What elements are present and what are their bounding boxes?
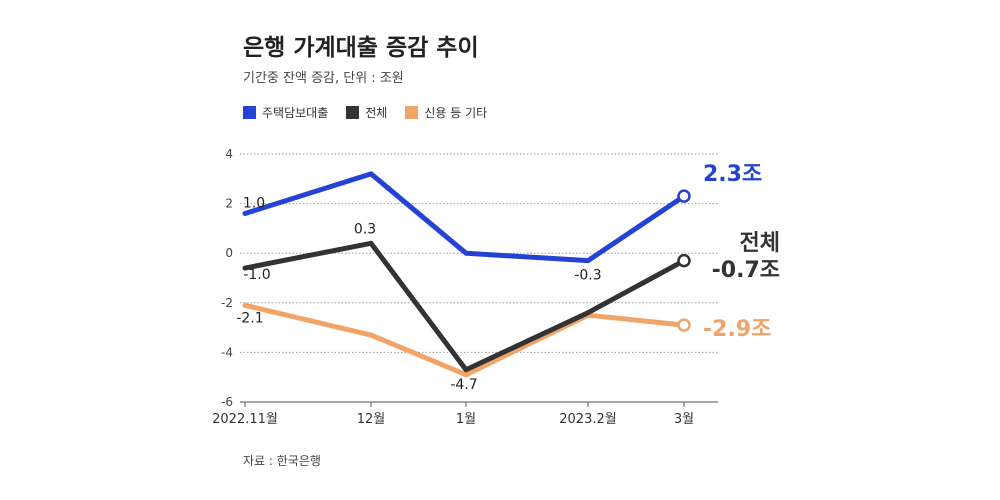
series-line (242, 240, 687, 373)
legend-swatch-credit (405, 106, 419, 119)
legend: 주택담보대출 전체 신용 등 기타 (243, 104, 487, 121)
y-tick-label: 4 (225, 147, 233, 161)
series-end-label: -0.7조 (712, 258, 780, 283)
legend-item-total: 전체 (346, 104, 387, 121)
y-tick-label: -6 (221, 395, 233, 409)
data-label: -4.7 (450, 377, 477, 393)
series-line (242, 302, 687, 378)
data-label: -2.1 (236, 310, 263, 326)
legend-label-total: 전체 (365, 106, 388, 120)
legend-label-mortgage: 주택담보대출 (262, 106, 329, 120)
x-tick-label: 2023.2월 (559, 412, 616, 427)
series-end-label: 2.3조 (703, 162, 762, 187)
y-tick-label: 0 (225, 246, 233, 260)
series-end-marker (677, 189, 691, 203)
series-end-marker (677, 253, 691, 268)
series-end-marker (677, 318, 691, 332)
y-tick-label: -2 (221, 296, 233, 310)
source-note: 자료 : 한국은행 (243, 454, 321, 468)
data-label: 1.0 (243, 196, 265, 212)
legend-item-mortgage: 주택담보대출 (243, 104, 328, 121)
x-tick-label: 1월 (456, 412, 476, 427)
legend-item-credit: 신용 등 기타 (405, 104, 487, 121)
y-tick-label: -4 (221, 345, 233, 359)
x-tick-label: 12월 (357, 412, 386, 427)
data-label: -0.3 (574, 268, 601, 284)
series-line (242, 171, 687, 264)
legend-label-credit: 신용 등 기타 (424, 106, 488, 120)
series-end-label: 전체 (740, 231, 780, 256)
legend-swatch-mortgage (243, 106, 256, 119)
data-label: 0.3 (354, 221, 376, 237)
chart-subtitle: 기간중 잔액 증감, 단위 : 조원 (243, 71, 404, 86)
x-tick-label: 2022.11월 (212, 412, 278, 427)
chart-title: 은행 가계대출 증감 추이 (243, 35, 479, 61)
data-label: -1.0 (243, 267, 270, 283)
legend-swatch-total (346, 106, 360, 119)
x-tick-label: 3월 (674, 412, 694, 427)
y-tick-label: 2 (225, 197, 233, 211)
series-end-label: -2.9조 (703, 317, 771, 342)
